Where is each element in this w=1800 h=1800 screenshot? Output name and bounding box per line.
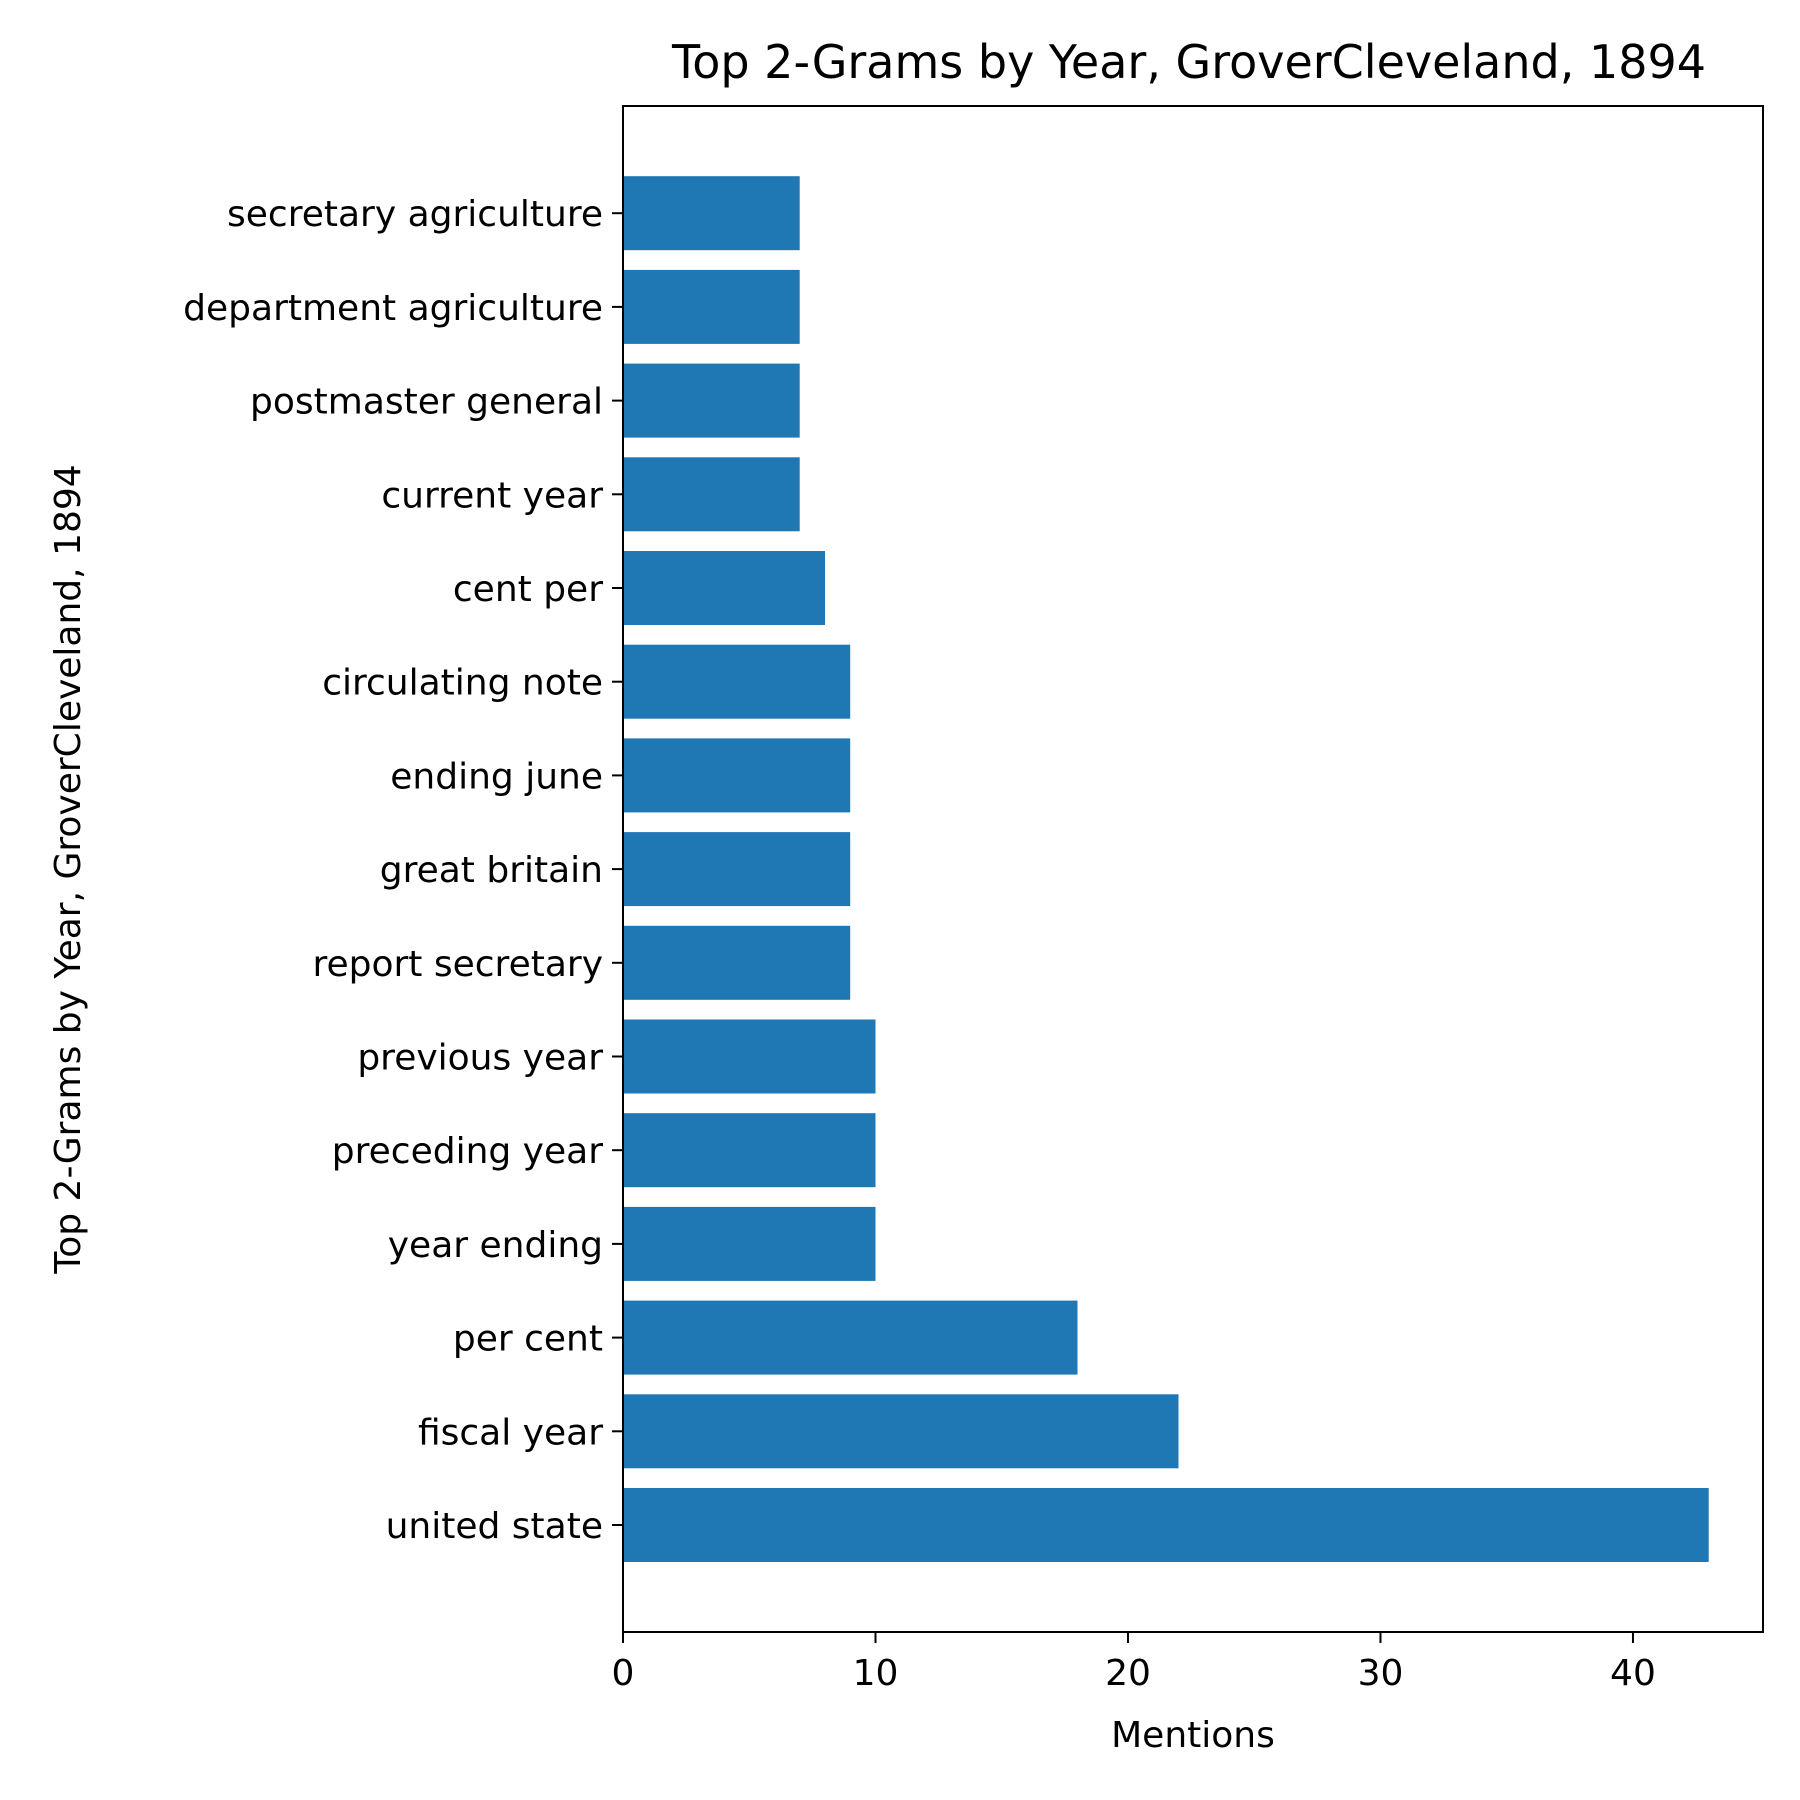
bars-layer: [623, 176, 1709, 1562]
bar-per-cent: [623, 1300, 1078, 1375]
y-tick-label: department agriculture: [183, 288, 603, 329]
y-tick-label: united state: [386, 1506, 603, 1547]
bar-year-ending: [623, 1206, 876, 1281]
y-axis-label: Top 2-Grams by Year, GroverCleveland, 18…: [48, 464, 89, 1274]
y-tick-label: great britain: [380, 850, 603, 891]
x-tick-label: 10: [853, 1653, 899, 1694]
bar-preceding-year: [623, 1113, 876, 1188]
bar-great-britain: [623, 832, 851, 907]
x-tick-label: 0: [612, 1653, 635, 1694]
bar-secretary-agriculture: [623, 176, 800, 251]
bar-ending-june: [623, 738, 851, 813]
bar-cent-per: [623, 551, 825, 625]
y-tick-label: secretary agriculture: [227, 194, 603, 235]
bar-postmaster-general: [623, 363, 800, 438]
y-tick-label: report secretary: [312, 944, 603, 985]
plot-frame: [622, 105, 1764, 1633]
chart-title: Top 2-Grams by Year, GroverCleveland, 18…: [671, 35, 1706, 89]
y-tick-label: preceding year: [332, 1131, 603, 1172]
bar-report-secretary: [623, 925, 851, 1000]
y-tick-label: year ending: [388, 1225, 603, 1266]
y-tick-label: postmaster general: [250, 382, 603, 423]
bar-department-agriculture: [623, 269, 800, 344]
bar-fiscal-year: [623, 1394, 1179, 1469]
y-tick-label: previous year: [357, 1038, 603, 1079]
bar-previous-year: [623, 1019, 876, 1094]
y-tick-label: fiscal year: [418, 1412, 603, 1453]
y-tick-label: circulating note: [322, 663, 603, 704]
x-tick-label: 20: [1105, 1653, 1151, 1694]
x-tick-label: 40: [1610, 1653, 1656, 1694]
y-tick-label: per cent: [453, 1319, 603, 1360]
y-tick-label: current year: [381, 475, 603, 516]
x-axis-ticks: 0 10 20 30 40: [612, 1632, 1656, 1694]
x-tick-label: 30: [1358, 1653, 1404, 1694]
y-tick-label: ending june: [390, 756, 603, 797]
x-axis-label: Mentions: [1111, 1715, 1275, 1756]
y-tick-label: cent per: [453, 569, 603, 610]
bar-circulating-note: [623, 644, 851, 719]
y-axis-ticks: united state fiscal year per cent year endi…: [183, 194, 623, 1547]
bar-united-state: [623, 1488, 1709, 1562]
bar-current-year: [623, 457, 800, 532]
